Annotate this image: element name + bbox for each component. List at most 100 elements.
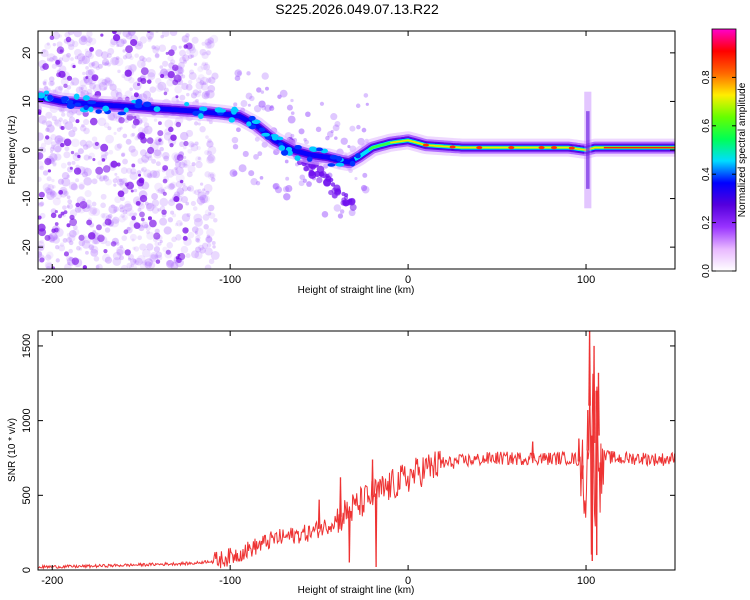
- noise-blob: [178, 161, 186, 169]
- noise-blob: [145, 225, 151, 231]
- noise-blob: [143, 122, 150, 128]
- noise-blob: [66, 233, 71, 237]
- colorbar-tick-label: 0.2: [701, 215, 712, 229]
- ridge-blob: [196, 110, 205, 115]
- noise-blob: [68, 181, 78, 191]
- noise-blob: [166, 260, 172, 266]
- noise-blob: [61, 177, 71, 187]
- noise-blob: [75, 202, 80, 208]
- ridge-blob: [315, 147, 323, 152]
- noise-blob: [50, 212, 57, 219]
- noise-blob: [190, 54, 195, 58]
- noise-blob: [39, 165, 44, 171]
- noise-blob: [143, 169, 152, 178]
- noise-blob: [137, 254, 146, 264]
- noise-blob: [151, 45, 156, 50]
- noise-blob: [52, 236, 60, 244]
- ridge-blob: [335, 162, 345, 167]
- noise-blob: [152, 46, 160, 54]
- noise-blob: [60, 142, 65, 148]
- noise-blob: [54, 209, 58, 214]
- noise-blob: [163, 91, 168, 96]
- noise-blob: [85, 75, 89, 80]
- noise-blob: [54, 119, 62, 127]
- noise-blob: [125, 52, 133, 59]
- noise-blob: [199, 247, 206, 254]
- noise-blob: [179, 131, 189, 141]
- noise-blob: [119, 207, 125, 213]
- noise-blob: [136, 59, 146, 69]
- noise-blob: [105, 134, 114, 144]
- noise-blob: [99, 177, 104, 182]
- noise-blob: [175, 203, 184, 211]
- noise-blob: [257, 151, 263, 157]
- noise-blob: [175, 166, 184, 175]
- noise-blob: [163, 186, 167, 190]
- noise-blob: [287, 115, 296, 124]
- noise-blob: [49, 237, 56, 243]
- ridge-blob: [329, 155, 339, 160]
- noise-blob: [138, 43, 142, 47]
- noise-blob: [201, 41, 206, 46]
- noise-blob: [103, 249, 108, 254]
- noise-blob: [156, 254, 163, 261]
- noise-blob: [163, 87, 169, 93]
- noise-blob: [185, 201, 190, 206]
- noise-blob: [142, 248, 151, 258]
- noise-blob: [193, 62, 198, 66]
- noise-blob: [236, 127, 241, 133]
- noise-blob: [168, 183, 175, 190]
- noise-blob: [181, 213, 191, 222]
- noise-blob: [51, 115, 57, 122]
- noise-blob: [208, 258, 215, 265]
- noise-blob: [78, 247, 83, 251]
- noise-blob: [158, 44, 167, 53]
- noise-blob: [60, 77, 69, 86]
- noise-blob: [249, 95, 255, 102]
- noise-blob: [122, 209, 128, 215]
- noise-blob: [206, 150, 212, 156]
- noise-blob: [196, 196, 206, 205]
- noise-blob: [178, 45, 182, 49]
- noise-blob: [298, 128, 305, 135]
- noise-blob: [206, 154, 216, 164]
- noise-blob: [134, 53, 139, 58]
- ridge-blob: [285, 146, 293, 152]
- noise-blob: [360, 184, 368, 192]
- noise-blob: [104, 256, 112, 264]
- noise-blob: [153, 246, 161, 253]
- noise-blob: [180, 245, 189, 254]
- noise-blob: [64, 121, 74, 131]
- noise-blob: [143, 125, 153, 135]
- noise-blob: [75, 119, 80, 124]
- noise-blob: [108, 204, 118, 214]
- noise-blob: [52, 162, 57, 167]
- noise-blob: [162, 246, 168, 252]
- noise-blob: [234, 75, 241, 81]
- noise-blob: [260, 90, 265, 94]
- noise-blob: [72, 40, 79, 48]
- noise-blob: [58, 117, 63, 122]
- ridge-blob: [143, 101, 152, 108]
- noise-blob: [83, 35, 91, 43]
- noise-blob: [68, 248, 73, 254]
- noise-blob: [122, 133, 128, 139]
- noise-blob: [261, 72, 269, 80]
- noise-blob: [148, 254, 157, 262]
- noise-blob: [129, 233, 137, 241]
- noise-blob: [38, 160, 44, 170]
- noise-blob: [61, 54, 70, 63]
- noise-blob: [167, 70, 175, 79]
- ridge-blob: [306, 156, 313, 162]
- noise-blob: [42, 49, 46, 53]
- noise-blob: [176, 187, 185, 196]
- noise-blob: [124, 203, 133, 212]
- noise-blob: [56, 46, 65, 55]
- noise-blob: [107, 80, 115, 87]
- noise-blob: [203, 92, 209, 98]
- noise-blob: [79, 139, 87, 147]
- noise-blob: [163, 155, 170, 162]
- noise-blob: [159, 146, 164, 152]
- noise-blob: [58, 57, 64, 62]
- noise-blob: [110, 56, 119, 66]
